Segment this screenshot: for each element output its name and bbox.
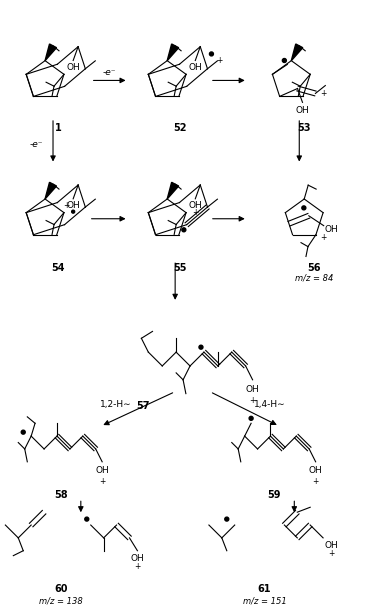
Text: +: +	[249, 396, 256, 405]
Text: m/z = 84: m/z = 84	[295, 274, 333, 282]
Circle shape	[199, 345, 203, 349]
Text: +: +	[312, 476, 319, 486]
Text: +: +	[99, 476, 105, 486]
Text: m/z = 151: m/z = 151	[243, 597, 287, 606]
Text: 59: 59	[268, 490, 281, 500]
Text: 56: 56	[307, 263, 321, 273]
Text: OH: OH	[189, 63, 202, 72]
Text: -e⁻: -e⁻	[29, 140, 43, 149]
Polygon shape	[167, 182, 179, 199]
Circle shape	[85, 517, 89, 521]
Text: +: +	[63, 202, 69, 210]
Text: +: +	[321, 233, 327, 242]
Circle shape	[282, 58, 286, 63]
Text: +: +	[216, 56, 223, 66]
Text: OH: OH	[309, 466, 323, 475]
Text: OH: OH	[131, 554, 144, 563]
Text: +: +	[320, 89, 327, 98]
Text: OH: OH	[325, 225, 339, 234]
Text: +: +	[328, 549, 334, 558]
Text: 58: 58	[54, 490, 68, 500]
Polygon shape	[45, 182, 56, 199]
Polygon shape	[291, 44, 303, 61]
Text: OH: OH	[296, 106, 309, 115]
Text: 1: 1	[54, 123, 62, 133]
Circle shape	[21, 430, 25, 434]
Text: 61: 61	[258, 585, 271, 594]
Text: OH: OH	[324, 541, 338, 551]
Text: 55: 55	[173, 263, 187, 273]
Polygon shape	[167, 44, 179, 61]
Text: OH: OH	[189, 202, 202, 210]
Circle shape	[302, 206, 306, 210]
Text: 52: 52	[173, 123, 187, 133]
Text: 60: 60	[54, 585, 68, 594]
Text: +: +	[192, 208, 198, 217]
Text: 1,2-H∼: 1,2-H∼	[100, 400, 131, 409]
Text: -e⁻: -e⁻	[103, 68, 116, 77]
Text: OH: OH	[246, 385, 260, 394]
Text: 53: 53	[298, 123, 311, 133]
Circle shape	[249, 416, 253, 420]
Text: OH: OH	[66, 202, 80, 210]
Text: OH: OH	[95, 466, 109, 475]
Text: +: +	[134, 562, 141, 571]
Text: 57: 57	[137, 401, 150, 412]
Text: m/z = 138: m/z = 138	[39, 597, 83, 606]
Polygon shape	[45, 44, 56, 61]
Circle shape	[225, 517, 229, 521]
Text: 54: 54	[51, 263, 65, 273]
Circle shape	[182, 228, 186, 232]
Circle shape	[209, 52, 213, 56]
Circle shape	[72, 210, 74, 213]
Text: OH: OH	[66, 63, 80, 72]
Text: 1,4-H∼: 1,4-H∼	[254, 400, 285, 409]
